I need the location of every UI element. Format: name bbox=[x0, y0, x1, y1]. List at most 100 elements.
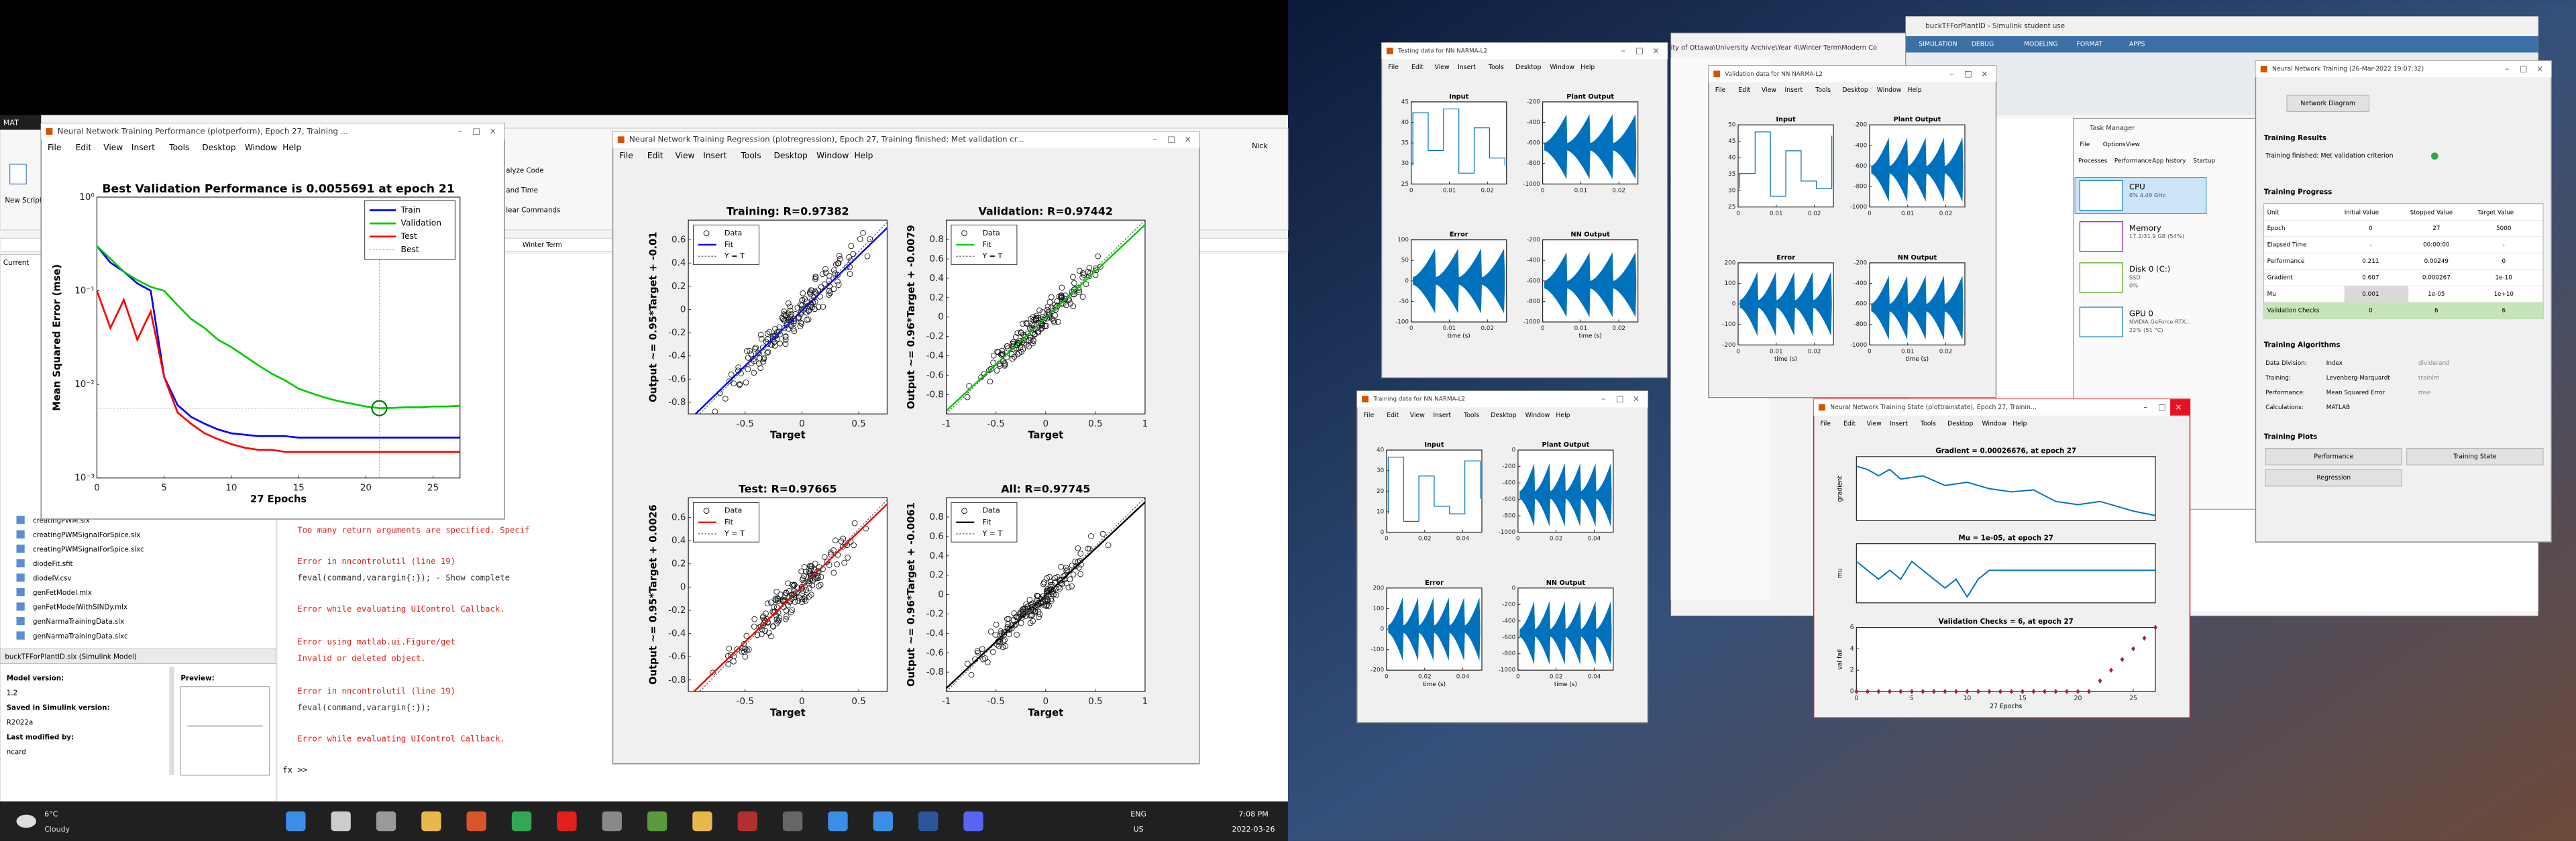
menu-item[interactable]: Help bbox=[1907, 87, 1921, 94]
menu-item[interactable]: Help bbox=[1556, 412, 1570, 419]
menu-item[interactable]: File bbox=[1388, 64, 1399, 71]
tab[interactable]: Processes bbox=[2078, 158, 2108, 165]
menu-item[interactable]: Insert bbox=[703, 151, 727, 160]
tab[interactable]: Performance bbox=[2114, 158, 2152, 165]
menu-item[interactable]: File bbox=[1364, 412, 1375, 419]
menu-item[interactable]: View bbox=[1867, 420, 1882, 427]
maximize-button[interactable]: □ bbox=[2520, 64, 2528, 73]
ribbon-tab[interactable]: FORMAT bbox=[2077, 41, 2103, 48]
toolbar-button[interactable]: lear Commands bbox=[506, 207, 560, 215]
tab[interactable]: Startup bbox=[2193, 158, 2215, 165]
menu-item[interactable]: Edit bbox=[1738, 87, 1750, 94]
taskbar-app[interactable] bbox=[737, 811, 757, 832]
taskbar-app[interactable] bbox=[963, 811, 983, 832]
user-menu[interactable]: Nick bbox=[1252, 142, 1268, 150]
minimize-button[interactable]: – bbox=[1621, 46, 1625, 55]
menu-item[interactable]: View bbox=[103, 143, 123, 152]
file-item[interactable]: genNarmaTrainingData.slx bbox=[33, 618, 124, 626]
minimize-button[interactable]: – bbox=[1601, 394, 1605, 404]
menu-item[interactable]: View bbox=[2126, 142, 2140, 148]
menu-item[interactable]: Edit bbox=[1411, 64, 1424, 71]
menu-item[interactable]: Insert bbox=[1784, 87, 1803, 94]
minimize-button[interactable]: – bbox=[2505, 64, 2509, 73]
plot-button[interactable] bbox=[2265, 448, 2402, 465]
maximize-button[interactable]: □ bbox=[472, 126, 480, 135]
maximize-button[interactable]: □ bbox=[1616, 394, 1624, 404]
taskbar-app[interactable] bbox=[286, 811, 306, 832]
close-button[interactable]: × bbox=[1184, 135, 1191, 144]
ribbon-tab[interactable]: MODELING bbox=[2024, 41, 2057, 48]
menu-item[interactable]: Tools bbox=[1488, 64, 1504, 71]
file-detail-dropdown[interactable]: buckTFForPlantID.slx (Simulink Model) bbox=[5, 653, 137, 661]
menu-item[interactable]: Options bbox=[2103, 142, 2126, 148]
menu-item[interactable]: View bbox=[1762, 87, 1776, 94]
taskbar-app[interactable] bbox=[873, 811, 894, 832]
close-button[interactable]: × bbox=[490, 126, 496, 135]
button[interactable] bbox=[2286, 95, 2369, 113]
menu-item[interactable]: Help bbox=[1580, 64, 1595, 71]
menu-item[interactable]: View bbox=[676, 151, 695, 160]
ribbon-tab[interactable]: APPS bbox=[2129, 41, 2145, 48]
close-button[interactable]: × bbox=[2536, 64, 2543, 73]
ribbon-tab[interactable]: SIMULATION bbox=[1919, 41, 1957, 48]
menu-item[interactable]: File bbox=[2080, 142, 2090, 148]
menu-item[interactable]: Help bbox=[2012, 420, 2027, 427]
maximize-button[interactable]: □ bbox=[1167, 135, 1175, 144]
minimize-button[interactable]: – bbox=[1153, 135, 1157, 144]
menu-item[interactable]: File bbox=[48, 143, 61, 152]
taskbar-app[interactable] bbox=[602, 811, 622, 832]
menu-item[interactable]: Help bbox=[854, 151, 873, 160]
taskbar-app[interactable] bbox=[331, 811, 351, 832]
taskbar-app[interactable] bbox=[647, 811, 667, 832]
menu-item[interactable]: Edit bbox=[76, 143, 92, 152]
plot-button[interactable] bbox=[2265, 469, 2402, 487]
menu-item[interactable]: Tools bbox=[1463, 412, 1479, 419]
taskbar-app[interactable] bbox=[692, 811, 712, 832]
taskbar-app[interactable] bbox=[557, 811, 577, 832]
minimize-button[interactable]: – bbox=[1949, 69, 1953, 78]
menu-item[interactable]: File bbox=[1715, 87, 1726, 94]
toolbar-button[interactable]: and Time bbox=[506, 186, 538, 194]
close-button[interactable]: × bbox=[1981, 69, 1988, 78]
file-item[interactable]: creatingPWMSignalForSpice.slx bbox=[33, 531, 140, 539]
ribbon-tab[interactable]: DEBUG bbox=[1972, 41, 1994, 48]
taskbar-app[interactable] bbox=[466, 811, 486, 832]
menu-item[interactable]: Window bbox=[816, 151, 849, 160]
file-item[interactable]: genFetModel.mlx bbox=[33, 589, 92, 597]
menu-item[interactable]: Tools bbox=[168, 143, 189, 152]
menu-item[interactable]: Desktop bbox=[202, 143, 236, 152]
menu-item[interactable]: Help bbox=[282, 143, 301, 152]
file-item[interactable]: creatingPWMSignalForSpice.slxc bbox=[33, 545, 144, 553]
menu-item[interactable]: Edit bbox=[1387, 412, 1399, 419]
menu-item[interactable]: File bbox=[1820, 420, 1831, 427]
tab[interactable]: App history bbox=[2152, 158, 2186, 165]
menu-item[interactable]: Window bbox=[245, 143, 277, 152]
menu-item[interactable]: Window bbox=[1525, 412, 1550, 419]
minimize-button[interactable]: – bbox=[2143, 402, 2147, 412]
taskbar-app[interactable] bbox=[511, 811, 532, 832]
menu-item[interactable]: Edit bbox=[1843, 420, 1856, 427]
maximize-button[interactable]: □ bbox=[2158, 402, 2166, 412]
taskbar-app[interactable] bbox=[376, 811, 396, 832]
menu-item[interactable]: Window bbox=[1550, 64, 1574, 71]
file-item[interactable]: genFetModelWithSINDy.mlx bbox=[33, 604, 127, 612]
menu-item[interactable]: Tools bbox=[1920, 420, 1936, 427]
menu-item[interactable]: View bbox=[1435, 64, 1450, 71]
menu-item[interactable]: File bbox=[619, 151, 633, 160]
menu-item[interactable]: Window bbox=[1877, 87, 1902, 94]
menu-item[interactable]: Desktop bbox=[1491, 412, 1516, 419]
minimize-button[interactable]: – bbox=[458, 126, 462, 135]
taskbar-app[interactable] bbox=[782, 811, 803, 832]
menu-item[interactable]: Desktop bbox=[1947, 420, 1973, 427]
menu-item[interactable]: Desktop bbox=[773, 151, 808, 160]
taskbar-app[interactable] bbox=[421, 811, 441, 832]
taskbar-app[interactable] bbox=[828, 811, 848, 832]
close-button[interactable]: × bbox=[1652, 46, 1659, 55]
close-button[interactable]: × bbox=[1633, 394, 1640, 404]
menu-item[interactable]: Insert bbox=[1433, 412, 1451, 419]
menu-item[interactable]: Tools bbox=[1815, 87, 1831, 94]
file-item[interactable]: diodeIV.csv bbox=[33, 575, 72, 583]
menu-item[interactable]: View bbox=[1410, 412, 1425, 419]
plot-button[interactable] bbox=[2406, 448, 2544, 465]
file-item[interactable]: genNarmaTrainingData.slxc bbox=[33, 632, 128, 640]
